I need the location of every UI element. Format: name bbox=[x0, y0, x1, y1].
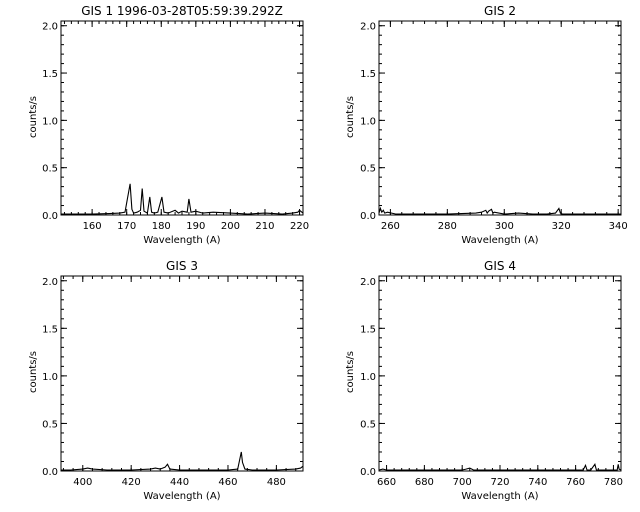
x-tick-label: 460 bbox=[218, 477, 237, 488]
plot-area: 160 170 180 190 200 210 220 0.0 0.5 1.0 1.5 2.0 bbox=[42, 20, 309, 232]
plot-frame bbox=[60, 275, 304, 472]
x-tick-label: 280 bbox=[438, 221, 457, 232]
panel-gis-1: GIS 1 1996-03-28T05:59:39.292Z counts/s … bbox=[28, 4, 309, 246]
series-line bbox=[61, 183, 304, 215]
panel-gis-2: GIS 2 counts/s Wavelength (A) 260 280 300 3… bbox=[345, 4, 628, 246]
x-tick-label: 340 bbox=[609, 221, 628, 232]
y-tick-label: 2.0 bbox=[42, 22, 58, 33]
plot-area: 660 680 700 720 740 760 780 0.0 0.5 1.0 1.5 2.0 bbox=[360, 275, 623, 488]
panel-title: GIS 1 1996-03-28T05:59:39.292Z bbox=[81, 4, 283, 18]
x-tick-label: 180 bbox=[152, 221, 171, 232]
y-tick-label: 1.5 bbox=[360, 324, 376, 335]
x-tick-label: 420 bbox=[122, 477, 141, 488]
panel-title: GIS 3 bbox=[166, 259, 198, 273]
x-tick-label: 780 bbox=[604, 477, 623, 488]
x-tick-label: 200 bbox=[221, 221, 240, 232]
panel-gis-3: GIS 3 counts/s Wavelength (A) 400 420 440 4… bbox=[28, 259, 304, 502]
y-tick-label: 0.0 bbox=[360, 211, 376, 222]
y-axis-label: counts/s bbox=[345, 96, 356, 138]
y-tick-label: 1.5 bbox=[42, 324, 58, 335]
plot-frame bbox=[378, 275, 622, 472]
y-tick-label: 0.5 bbox=[360, 164, 376, 175]
y-tick-label: 2.0 bbox=[42, 277, 58, 288]
x-tick-label: 170 bbox=[117, 221, 136, 232]
plot-area: 400 420 440 460 480 0.0 0.5 1.0 1.5 2.0 bbox=[42, 275, 304, 488]
x-tick-label: 660 bbox=[377, 477, 396, 488]
x-tick-label: 760 bbox=[566, 477, 585, 488]
x-tick-label: 740 bbox=[528, 477, 547, 488]
x-tick-label: 210 bbox=[255, 221, 274, 232]
y-tick-label: 1.0 bbox=[42, 116, 58, 127]
y-tick-label: 1.0 bbox=[360, 116, 376, 127]
panel-title: GIS 4 bbox=[484, 259, 516, 273]
y-tick-label: 0.0 bbox=[42, 211, 58, 222]
plot-frame bbox=[378, 20, 622, 216]
y-tick-label: 1.0 bbox=[360, 372, 376, 383]
x-axis-label: Wavelength (A) bbox=[143, 235, 220, 246]
y-axis-label: counts/s bbox=[28, 351, 39, 393]
y-tick-label: 1.5 bbox=[360, 69, 376, 80]
x-tick-label: 400 bbox=[73, 477, 92, 488]
plot-area: 260 280 300 320 340 0.0 0.5 1.0 1.5 2.0 bbox=[360, 20, 628, 232]
x-tick-label: 190 bbox=[186, 221, 205, 232]
x-tick-label: 300 bbox=[495, 221, 514, 232]
x-axis-label: Wavelength (A) bbox=[461, 235, 538, 246]
y-tick-label: 2.0 bbox=[360, 22, 376, 33]
x-tick-label: 320 bbox=[552, 221, 571, 232]
x-tick-label: 700 bbox=[453, 477, 472, 488]
x-tick-label: 680 bbox=[415, 477, 434, 488]
y-axis-label: counts/s bbox=[345, 351, 356, 393]
plot-frame bbox=[60, 20, 304, 216]
y-tick-label: 2.0 bbox=[360, 277, 376, 288]
y-tick-label: 0.0 bbox=[42, 467, 58, 478]
series-line bbox=[378, 206, 621, 215]
x-tick-label: 480 bbox=[267, 477, 286, 488]
y-axis-label: counts/s bbox=[28, 96, 39, 138]
y-tick-label: 0.5 bbox=[360, 419, 376, 430]
x-tick-label: 720 bbox=[490, 477, 509, 488]
x-axis-label: Wavelength (A) bbox=[143, 491, 220, 502]
series-line bbox=[378, 463, 622, 471]
y-tick-label: 1.0 bbox=[42, 372, 58, 383]
y-tick-label: 0.5 bbox=[42, 164, 58, 175]
x-tick-label: 160 bbox=[83, 221, 102, 232]
x-axis-label: Wavelength (A) bbox=[461, 491, 538, 502]
panel-gis-4: GIS 4 counts/s Wavelength (A) 660 680 700 7… bbox=[345, 259, 623, 502]
series-line bbox=[61, 451, 304, 471]
y-tick-label: 0.5 bbox=[42, 419, 58, 430]
x-tick-label: 220 bbox=[290, 221, 309, 232]
x-tick-label: 260 bbox=[381, 221, 400, 232]
x-tick-label: 440 bbox=[170, 477, 189, 488]
y-tick-label: 1.5 bbox=[42, 69, 58, 80]
y-tick-label: 0.0 bbox=[360, 467, 376, 478]
panel-title: GIS 2 bbox=[484, 4, 516, 18]
